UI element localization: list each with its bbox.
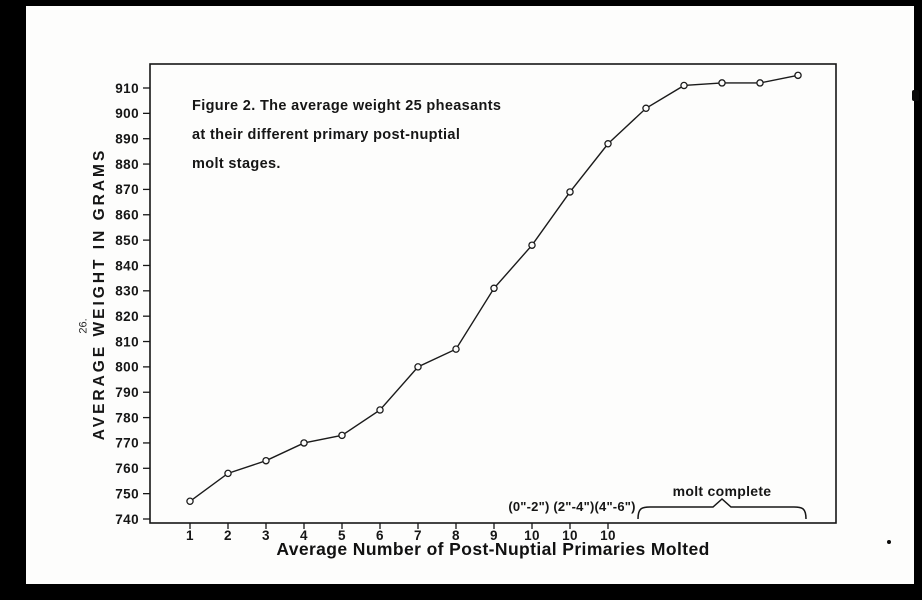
paper-sheet	[26, 6, 914, 584]
plot-frame	[149, 63, 837, 524]
data-point	[490, 284, 498, 293]
y-tick-label: 850	[115, 233, 139, 248]
data-point	[262, 456, 270, 465]
x-tick-label: 5	[338, 528, 346, 543]
caption-line-1: Figure 2. The average weight 25 pheasant…	[192, 98, 502, 114]
x-tick-label: 1	[186, 528, 194, 543]
x-tick-label: 9	[490, 528, 498, 543]
y-tick-label: 860	[115, 208, 139, 223]
y-tick-label: 910	[115, 81, 139, 96]
data-point	[604, 140, 612, 148]
y-tick-label: 810	[115, 334, 139, 349]
x-tick-label: 10	[600, 528, 616, 543]
y-tick-label: 780	[115, 410, 139, 425]
data-point	[300, 439, 308, 447]
y-tick-label: 750	[115, 486, 139, 501]
x-tick-label: 3	[262, 528, 270, 543]
y-axis-title: AVERAGE WEIGHT IN GRAMS	[91, 148, 108, 441]
data-point	[224, 469, 232, 478]
data-point	[186, 497, 194, 506]
x-axis-title: Average Number of Post-Nuptial Primaries…	[276, 539, 710, 559]
data-point	[718, 79, 726, 87]
y-tick-label: 890	[115, 132, 139, 147]
y-tick-label: 880	[115, 157, 139, 172]
data-point	[376, 406, 384, 414]
y-tick-label: 820	[115, 309, 139, 324]
x-tick-label: 7	[414, 528, 422, 543]
data-point	[642, 104, 650, 113]
y-tick-label: 740	[115, 512, 139, 527]
x-tick-label: 10	[524, 528, 540, 543]
scan-speck-right	[912, 90, 919, 101]
y-tick-label: 760	[115, 461, 139, 476]
y-tick-label: 900	[115, 106, 139, 121]
chart-render-root: 7407507607707807908008108208308408508608…	[115, 63, 837, 543]
x-tick-label: 2	[224, 528, 232, 543]
y-tick-label: 840	[115, 258, 139, 273]
data-point	[794, 71, 802, 80]
data-point	[452, 345, 460, 353]
y-tick-label: 870	[115, 182, 139, 197]
y-tick-label: 790	[115, 385, 139, 400]
y-tick-label: 770	[115, 436, 139, 451]
data-point	[756, 79, 764, 87]
caption-line-2: at their different primary post-nuptial	[192, 127, 461, 143]
data-point	[414, 363, 422, 371]
molt-complete-label: molt complete	[673, 483, 772, 499]
caption-line-3: molt stages.	[192, 156, 281, 172]
y-tick-label: 830	[115, 284, 139, 299]
x-tick-label: 4	[300, 528, 308, 543]
data-point	[680, 81, 688, 90]
scan-speck-small	[887, 540, 891, 544]
regrowth-ranges-label: (0"-2") (2"-4")(4"-6")	[508, 499, 635, 514]
x-tick-label: 6	[376, 528, 384, 543]
data-point	[338, 431, 346, 440]
molt-complete-brace	[637, 497, 807, 520]
x-tick-label: 8	[452, 528, 460, 543]
x-tick-label: 10	[562, 528, 578, 543]
data-point	[528, 241, 536, 249]
y-tick-label: 800	[115, 360, 139, 375]
data-point	[566, 188, 574, 196]
figure-caption: Figure 2. The average weight 25 pheasant…	[192, 92, 501, 179]
